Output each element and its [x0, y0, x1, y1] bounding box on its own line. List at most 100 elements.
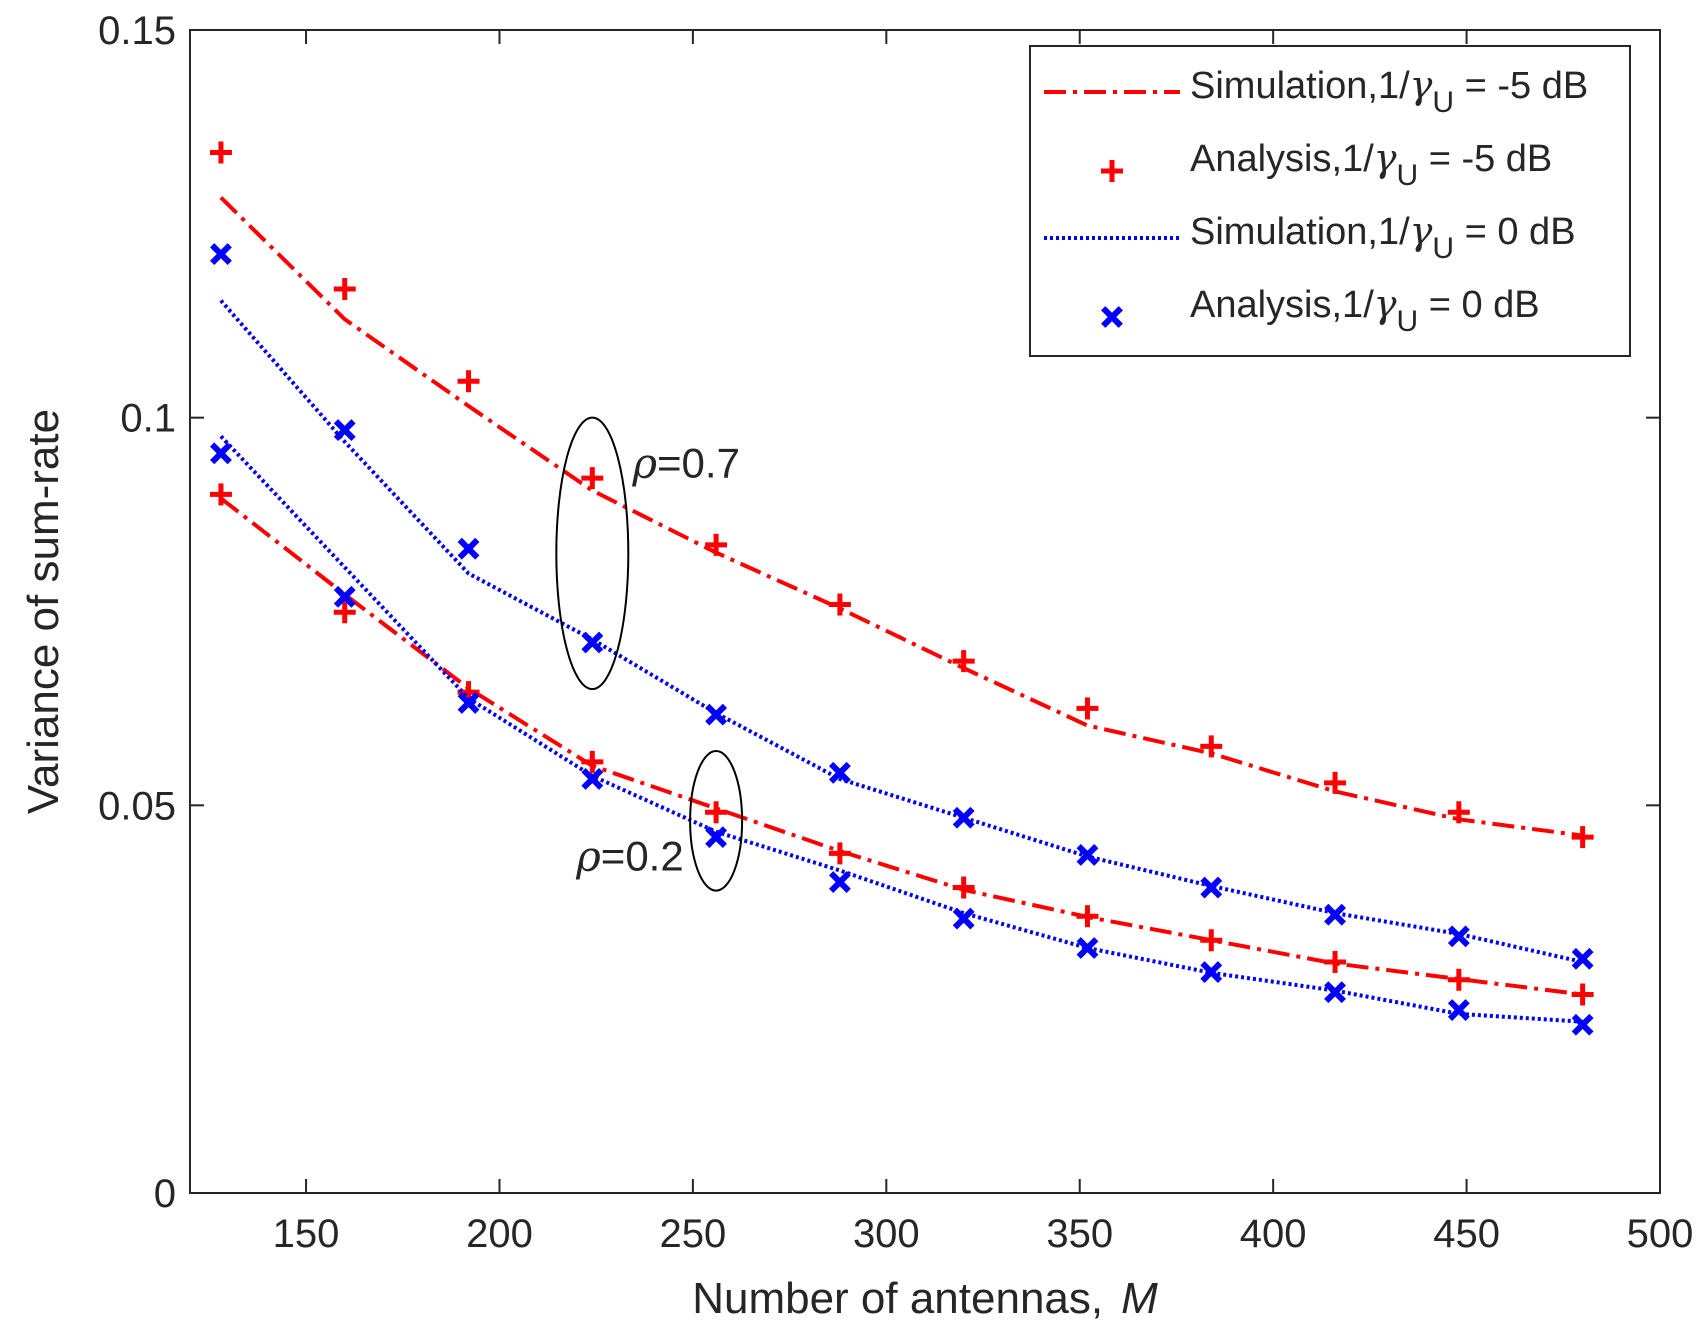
- data-point: [952, 806, 975, 829]
- legend-item: Analysis,1/γU = 0 dB: [1101, 282, 1540, 338]
- x-axis-label-variable: M: [1121, 1274, 1158, 1323]
- data-point: [1447, 801, 1470, 824]
- marker-stroke: [705, 703, 728, 726]
- y-tick-label: 0.15: [98, 9, 176, 53]
- x-tick-label: 500: [1627, 1212, 1694, 1256]
- legend-label-prefix: Analysis,1/: [1190, 284, 1374, 326]
- series-ana-m5-r02: [209, 483, 1594, 1006]
- marker-stroke: [952, 907, 975, 930]
- marker-stroke: [705, 826, 728, 849]
- data-point: [705, 533, 728, 556]
- series-line: [219, 496, 1583, 997]
- data-point: [1324, 771, 1347, 794]
- data-point: [333, 601, 356, 624]
- rho-value: =0.7: [657, 440, 740, 487]
- marker-stroke: [581, 768, 604, 790]
- data-point: [1324, 981, 1346, 1004]
- marker-stroke: [1200, 876, 1223, 899]
- annotation-ellipse: [689, 750, 744, 892]
- legend-swatch: [1101, 160, 1123, 182]
- data-point: [1076, 905, 1099, 928]
- data-point: [1200, 961, 1223, 983]
- legend-label-suffix: = -5 dB: [1418, 138, 1552, 180]
- x-tick-label: 250: [660, 1212, 727, 1256]
- legend-label-sub: U: [1432, 86, 1454, 119]
- data-point: [457, 537, 480, 560]
- annotation-layer: ρ=0.7ρ=0.2: [555, 416, 744, 892]
- data-point: [1447, 999, 1470, 1021]
- data-point: [581, 467, 604, 490]
- series-sim-0-r02: [219, 434, 1583, 1024]
- data-point: [952, 650, 975, 673]
- data-point: [705, 826, 728, 849]
- data-point: [210, 442, 232, 465]
- x-tick-label: 300: [853, 1212, 920, 1256]
- series-ana-0-r07: [210, 243, 1594, 970]
- annotation-label-rho-07: ρ=0.7: [631, 439, 740, 488]
- legend-label-symbol: γ: [1410, 209, 1433, 253]
- legend-label-suffix: = -5 dB: [1454, 65, 1588, 107]
- marker-stroke: [1571, 1013, 1594, 1036]
- data-point: [1447, 968, 1470, 991]
- legend-label-prefix: Analysis,1/: [1190, 138, 1374, 180]
- marker-stroke: [828, 761, 851, 784]
- data-point: [209, 483, 232, 506]
- data-point: [581, 631, 604, 654]
- data-point: [828, 871, 851, 894]
- series-layer: [209, 141, 1594, 1036]
- legend-item: Analysis,1/γU = -5 dB: [1101, 136, 1552, 192]
- annotation-ellipse: [555, 416, 630, 691]
- legend-label: Simulation,1/γU = 0 dB: [1190, 209, 1576, 265]
- legend-label: Analysis,1/γU = 0 dB: [1190, 282, 1540, 338]
- marker-stroke: [952, 806, 975, 829]
- legend-item: Simulation,1/γU = -5 dB: [1044, 63, 1588, 119]
- data-point: [1200, 876, 1223, 899]
- legend-swatch: [1101, 306, 1123, 328]
- legend-label: Analysis,1/γU = -5 dB: [1190, 136, 1552, 192]
- marker-stroke: [1324, 981, 1346, 1004]
- data-point: [581, 768, 604, 790]
- data-point: [705, 801, 728, 824]
- data-point: [1076, 697, 1099, 720]
- x-tick-label: 200: [466, 1212, 533, 1256]
- data-point: [333, 419, 356, 441]
- annotation-label-rho-02: ρ=0.2: [575, 832, 684, 881]
- marker-stroke: [1571, 947, 1594, 970]
- legend-label-prefix: Simulation,1/: [1190, 65, 1410, 107]
- rho-value: =0.2: [601, 833, 684, 880]
- marker-stroke: [210, 243, 232, 265]
- legend-label-sub: U: [1432, 232, 1454, 265]
- x-tick-label: 450: [1433, 1212, 1500, 1256]
- data-point: [1447, 925, 1470, 948]
- series-sim-m5-r07: [219, 196, 1583, 838]
- marker-stroke: [333, 419, 356, 441]
- data-point: [333, 585, 356, 608]
- marker-stroke: [457, 537, 480, 560]
- series-sim-m5-r02: [219, 496, 1583, 997]
- x-axis-label: Number of antennas, M: [692, 1274, 1158, 1323]
- legend-label-suffix: = 0 dB: [1454, 211, 1575, 253]
- marker-stroke: [1076, 844, 1099, 866]
- data-point: [1076, 844, 1099, 866]
- data-point: [828, 842, 851, 865]
- marker-stroke: [1101, 306, 1123, 328]
- y-tick-label: 0: [154, 1172, 176, 1216]
- marker-stroke: [1324, 903, 1346, 926]
- marker-stroke: [210, 442, 232, 465]
- data-point: [1571, 826, 1594, 849]
- data-point: [952, 907, 975, 930]
- x-tick-label: 400: [1240, 1212, 1307, 1256]
- data-point: [1076, 937, 1099, 959]
- x-tick-label: 350: [1046, 1212, 1113, 1256]
- x-axis-label-text: Number of antennas,: [692, 1274, 1103, 1323]
- data-point: [457, 692, 480, 714]
- data-point: [952, 876, 975, 899]
- marker-stroke: [1200, 961, 1223, 983]
- rho-symbol: ρ: [575, 832, 601, 881]
- marker-stroke: [1447, 999, 1470, 1021]
- data-point: [581, 750, 604, 773]
- series-ana-0-r02: [210, 442, 1594, 1036]
- legend-item: Simulation,1/γU = 0 dB: [1044, 209, 1576, 265]
